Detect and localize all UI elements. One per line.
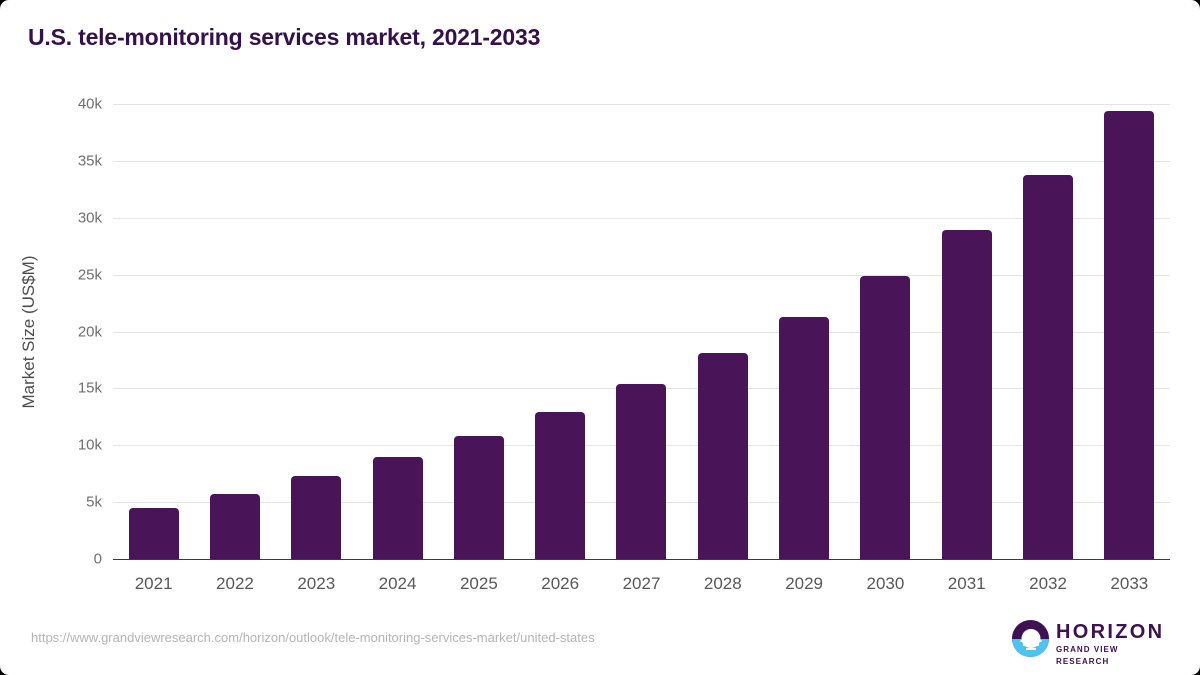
x-axis-tick-label: 2028 [703,574,742,593]
y-axis-tick-label: 40k [77,95,102,113]
y-axis-tick-label: 15k [77,379,102,397]
bar-slot [926,104,1007,559]
bar[interactable] [860,275,911,559]
bar[interactable] [779,317,830,559]
logo-ray-3 [1025,648,1036,650]
logo-ray-2 [1022,644,1039,646]
bar-slot [357,104,438,559]
horizon-logo-icon [1012,620,1049,657]
bar-slot [1007,104,1088,559]
bar[interactable] [209,493,260,559]
bar[interactable] [535,411,586,559]
x-axis-tick-label: 2027 [622,574,661,593]
bar[interactable] [616,384,667,559]
x-axis-tick-label: 2032 [1029,574,1067,593]
x-axis-tick-label: 2021 [134,574,173,593]
bar-series [113,104,1170,559]
gridline [113,160,1170,162]
bar[interactable] [697,352,748,559]
logo-name: HORIZON [1056,621,1165,643]
bar[interactable] [453,436,504,559]
bar-slot [113,104,194,559]
y-axis-tick-label: 25k [77,266,102,284]
y-axis-tick-label: 20k [77,323,102,340]
x-axis-tick-label: 2031 [947,574,986,593]
bar[interactable] [1023,175,1074,559]
bar[interactable] [372,456,423,559]
gridline [113,331,1170,333]
chart-title: U.S. tele-monitoring services market, 20… [28,24,541,50]
bar[interactable] [1104,111,1155,559]
x-axis-tick-label: 2030 [866,574,905,593]
x-axis-tick-label: 2026 [541,574,580,593]
bar[interactable] [291,475,342,559]
logo-ray-1 [1020,640,1041,642]
x-axis-tick-label: 2025 [459,574,498,593]
y-axis-tick-label: 30k [77,209,102,227]
bar-slot [520,104,601,559]
x-axis-tick-label: 2023 [297,574,336,593]
gridline [113,217,1170,219]
y-axis-tick-label: 5k [86,493,102,511]
source-url[interactable]: https://www.grandviewresearch.com/horizo… [31,630,595,645]
x-axis-line [113,558,1170,560]
bar-slot [845,104,926,559]
bar-slot [1089,104,1170,559]
bar-slot [276,104,357,559]
plot-area: Market Size (US$M) 0 5k 10k 15k 20k 25k 30k 35k… [19,96,1170,593]
bar-slot [438,104,519,559]
x-axis-tick-label: 2024 [378,574,417,593]
bar-slot [682,104,763,559]
bar-slot [763,104,844,559]
logo-text-block: HORIZON GRAND VIEW RESEARCH [1056,622,1164,668]
x-axis-tick-label: 2022 [216,574,254,593]
gridline [113,104,1170,105]
bar[interactable] [941,229,992,559]
bar[interactable] [128,508,179,559]
bar-slot [601,104,682,559]
bar-slot [194,104,275,559]
horizon-logo[interactable]: HORIZON GRAND VIEW RESEARCH [1012,618,1162,666]
logo-sun-shape [1021,629,1040,648]
y-axis-tick-label: 35k [77,152,102,170]
x-axis-tick-label: 2033 [1110,574,1149,593]
x-axis-tick-label: 2029 [785,574,824,593]
y-axis-tick-label: 10k [77,436,102,454]
gridline [113,274,1170,276]
logo-tagline: GRAND VIEW RESEARCH [1056,645,1119,666]
y-axis-tick-label: 0 [93,550,102,568]
